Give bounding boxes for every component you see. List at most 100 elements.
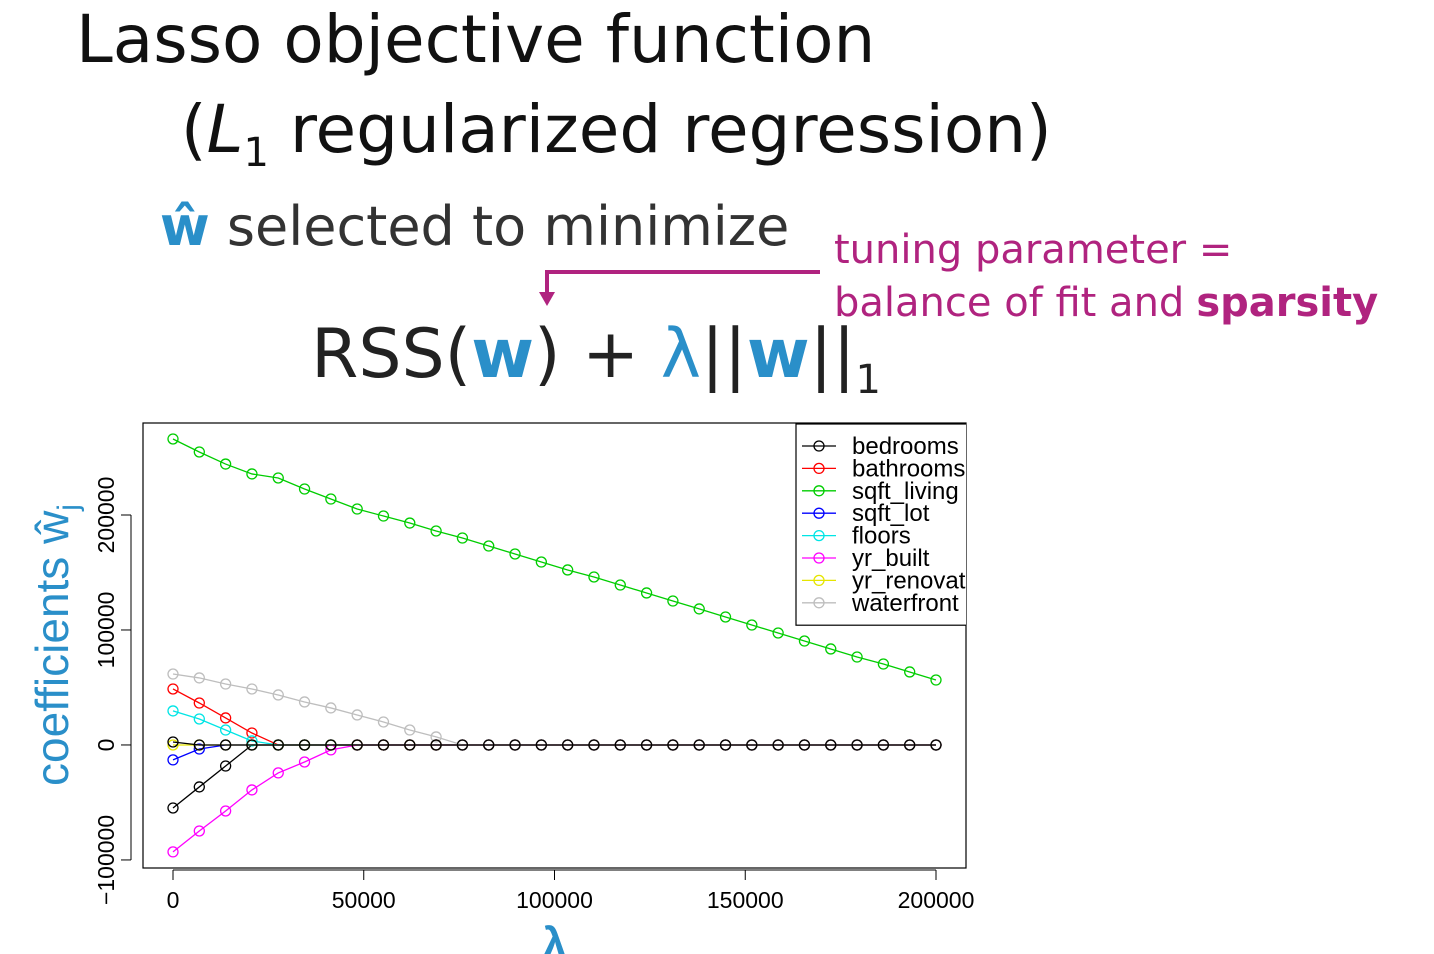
w-hat: ŵ	[160, 195, 210, 258]
formula-lambda: λ	[661, 315, 701, 394]
data-point	[272, 689, 284, 701]
data-point	[246, 468, 258, 480]
data-point	[167, 736, 179, 748]
series-line	[172, 744, 936, 761]
title-sub: 1	[243, 130, 268, 176]
data-point	[193, 743, 205, 755]
x-axis-title: λ	[542, 919, 566, 954]
legend-marker	[813, 552, 825, 564]
legend-marker	[813, 485, 825, 497]
legend-label: bedrooms	[852, 433, 959, 460]
data-point	[772, 739, 784, 751]
subtitle: ŵ selected to minimize	[74, 195, 841, 258]
data-point	[325, 739, 337, 751]
legend-label: yr_renovated	[852, 567, 992, 594]
y-tick-label: −100000	[93, 815, 119, 905]
data-point	[930, 674, 942, 686]
x-tick-label: 100000	[516, 887, 593, 913]
data-point	[377, 739, 390, 751]
legend-marker	[813, 462, 825, 475]
data-point	[298, 739, 311, 751]
data-point	[298, 483, 311, 495]
y-axis-title: coefficients ŵj	[26, 504, 85, 786]
data-point	[167, 802, 179, 814]
data-point	[456, 739, 469, 751]
formula-part: RSS(	[311, 315, 471, 394]
legend-label: floors	[852, 523, 911, 550]
formula: RSS(w) + λ||w||1	[203, 315, 946, 410]
annotation: balance of fit and sparsity	[834, 280, 1378, 326]
data-point	[535, 556, 547, 568]
data-point	[351, 709, 363, 721]
data-point	[167, 705, 179, 717]
data-point	[377, 510, 390, 522]
data-point	[483, 540, 495, 552]
title-part: L	[207, 91, 244, 168]
data-point	[167, 754, 179, 766]
legend-box	[795, 423, 966, 626]
formula-part: ||	[810, 315, 856, 394]
data-point	[219, 712, 232, 724]
data-point	[246, 739, 258, 751]
legend-label: sqft_living	[852, 478, 959, 505]
data-point	[562, 564, 574, 576]
slide-title: Lasso objective function	[76, 1, 875, 78]
data-point	[193, 781, 205, 793]
data-point	[693, 603, 705, 615]
x-tick-label: 200000	[898, 887, 975, 913]
title-part: regularized regression)	[269, 91, 1052, 168]
arrow-head	[539, 292, 555, 306]
data-point	[351, 739, 363, 751]
data-point	[772, 627, 784, 639]
data-point	[825, 739, 837, 751]
data-point	[325, 493, 337, 505]
data-point	[430, 731, 442, 743]
legend-label: yr_built	[852, 545, 930, 572]
data-point	[483, 739, 495, 751]
data-point	[456, 532, 469, 544]
legend-label: waterfront	[851, 590, 959, 617]
data-point	[851, 739, 863, 751]
legend-marker	[813, 440, 825, 452]
data-point	[246, 784, 258, 796]
data-point	[193, 739, 205, 751]
data-point	[219, 724, 232, 736]
data-point	[746, 739, 758, 751]
data-point	[562, 739, 574, 751]
annotation-text: balance of fit and	[834, 280, 1184, 326]
data-point	[298, 756, 311, 768]
legend-marker	[813, 574, 825, 587]
data-point	[193, 672, 205, 684]
formula-w: w	[471, 315, 534, 394]
slide-title-2: (L1 regularized regression)	[76, 91, 1115, 176]
data-point	[193, 825, 205, 837]
data-point	[614, 739, 626, 751]
data-point	[351, 503, 363, 515]
data-point	[298, 696, 311, 708]
y-tick-label: 0	[93, 739, 119, 752]
data-point	[167, 739, 179, 751]
data-point	[825, 643, 837, 655]
data-point	[667, 595, 679, 607]
legend-label: bathrooms	[852, 455, 965, 482]
data-point	[193, 697, 205, 709]
data-point	[614, 579, 626, 591]
data-point	[167, 433, 179, 445]
data-point	[167, 668, 179, 680]
data-point	[509, 548, 521, 560]
series-line	[172, 744, 936, 853]
data-point	[404, 517, 416, 529]
legend-marker	[813, 529, 825, 542]
y-tick-label: 200000	[93, 477, 119, 554]
legend: bedroomsbathroomssqft_livingsqft_lotfloo…	[795, 423, 992, 626]
data-point	[246, 683, 258, 695]
data-point	[272, 472, 284, 484]
data-point	[272, 767, 284, 779]
data-point	[272, 739, 284, 751]
data-point	[719, 611, 732, 623]
chart: 0 50000 100000 150000 200000 −100000 0 100000 20…	[26, 422, 992, 954]
y-axis-title-text: coefficients ŵ	[26, 510, 78, 786]
data-point	[798, 635, 811, 647]
data-point	[430, 525, 442, 537]
